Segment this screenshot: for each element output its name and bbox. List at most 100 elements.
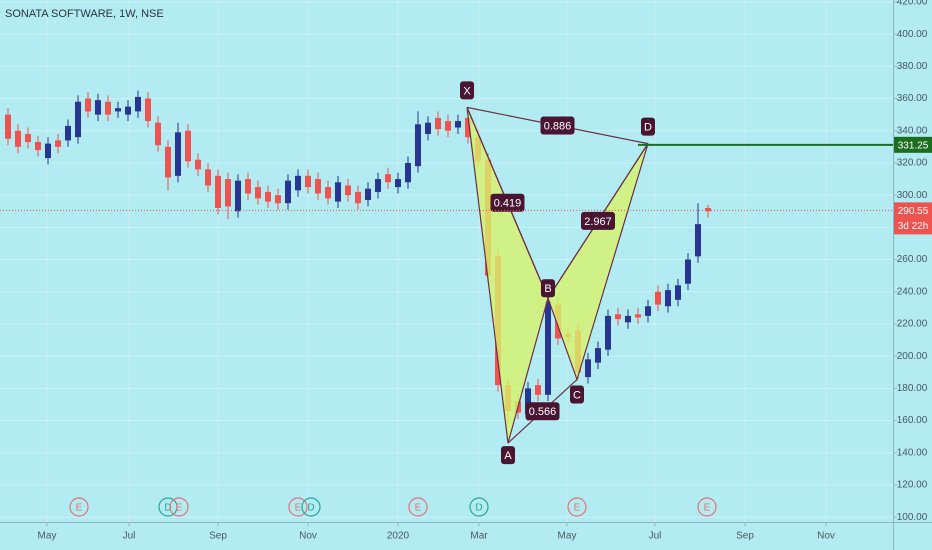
chart-title: SONATA SOFTWARE, 1W, NSE [5,8,164,20]
candle-body [235,180,241,212]
candle-body [705,208,711,212]
ratio-box [540,116,575,135]
x-tick-label: Nov [299,531,317,542]
x-tick-label: Jul [649,531,662,542]
candle-body [55,140,61,147]
candle-body [15,130,21,147]
event-marker [69,497,89,517]
x-tick-label: Nov [817,531,835,542]
candle-body [345,185,351,196]
candle-body [115,108,121,112]
candle-body [35,142,41,151]
point-label: C [573,389,581,401]
y-tick-label: 160.00 [897,415,928,426]
candle-body [465,117,471,138]
candle-body [595,348,601,363]
candle-body [435,117,441,130]
y-tick-label: 200.00 [897,351,928,362]
point-box [460,81,474,100]
candle-body [535,385,541,395]
candle-body [395,179,401,188]
y-tick-label: 400.00 [897,29,928,40]
event-label: E [574,503,581,514]
level-label: 331.25 [898,140,929,151]
point-label: A [504,450,512,462]
candle-body [125,106,131,115]
candle-body [605,315,611,350]
candle-body [95,100,101,115]
candle-body [135,96,141,112]
x-tick-label: Sep [209,531,227,542]
y-tick-label: 380.00 [897,61,928,72]
y-tick-label: 300.00 [897,190,928,201]
candle-body [415,124,421,167]
y-tick-label: 100.00 [897,512,928,523]
candle-body [195,159,201,170]
event-marker [288,497,308,517]
candle-body [625,315,631,323]
candle-body [675,285,681,300]
candle-body [325,187,331,199]
candle-body [265,191,271,202]
event-label: E [76,503,83,514]
x-tick-label: Sep [736,531,754,542]
candle-body [375,179,381,192]
last-price-tag [894,202,932,235]
candle-body [215,175,221,209]
point-box [570,385,584,404]
candle-body [25,133,31,143]
x-tick-label: May [558,531,577,542]
candle-body [45,143,51,159]
candle-body [585,359,591,378]
last-price-label: 290.55 [898,206,929,217]
candle-body [75,101,81,138]
x-tick-label: 2020 [387,531,410,542]
candle-body [335,182,341,202]
candle-body [245,179,251,194]
event-label: E [176,503,183,514]
candle-body [225,179,231,207]
event-marker [567,497,587,517]
event-label: E [704,503,711,514]
ratio-box [581,211,615,230]
candle-body [315,179,321,194]
x-tick-label: Mar [470,531,488,542]
ratio-label: 2.967 [584,216,612,228]
candle-body [5,114,11,139]
candle-body [425,122,431,134]
candle-body [255,187,261,199]
event-label: D [307,503,314,514]
candle-body [365,188,371,200]
y-tick-label: 180.00 [897,383,928,394]
point-box [641,117,655,136]
y-tick-label: 260.00 [897,254,928,265]
ratio-label: 0.566 [529,406,557,418]
candle-body [645,306,651,316]
y-tick-label: 140.00 [897,447,928,458]
event-label: D [475,503,482,514]
event-label: D [164,503,171,514]
candle-body [355,191,361,204]
point-box [501,446,515,465]
event-label: E [295,503,302,514]
event-marker [697,497,717,517]
y-tick-label: 320.00 [897,158,928,169]
candle-body [285,180,291,204]
candle-body [445,121,451,131]
candle-body [695,224,701,257]
countdown-label: 3d 22h [898,221,929,232]
event-label: E [415,503,422,514]
candle-body [185,130,191,162]
candle-body [635,314,641,318]
point-label: X [463,85,471,97]
event-marker [169,497,189,517]
y-tick-label: 420.00 [897,0,928,8]
candle-body [85,98,91,112]
candle-body [455,121,461,128]
ratio-label: 0.419 [494,198,522,210]
event-marker [469,497,489,517]
candle-body [665,290,671,307]
y-tick-label: 120.00 [897,480,928,491]
y-tick-label: 220.00 [897,319,928,330]
